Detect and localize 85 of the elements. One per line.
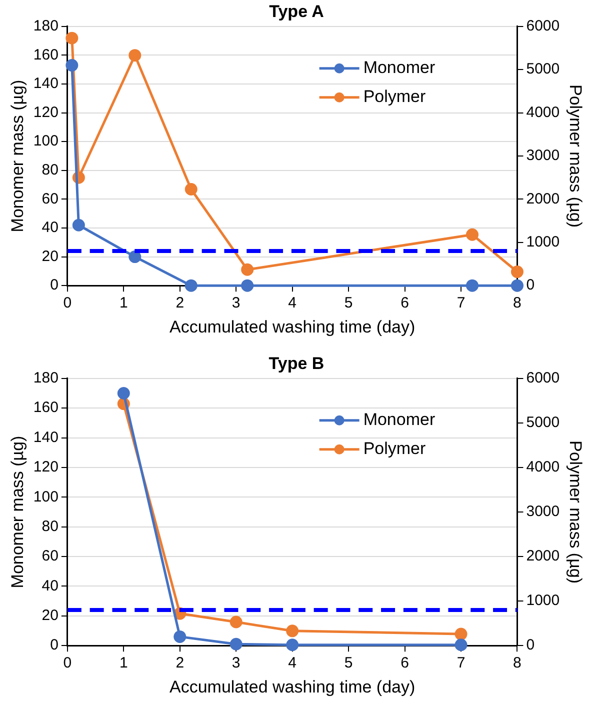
legend-label: Monomer [363, 410, 436, 430]
y-axis-title: Monomer mass (µg) [8, 80, 27, 232]
legend-label: Monomer [363, 58, 436, 78]
y-tick-label: 140 [33, 428, 58, 446]
y2-tick-label: 6000 [526, 370, 560, 387]
point [230, 638, 242, 650]
x-tick-label: 4 [288, 294, 296, 312]
point [454, 638, 468, 652]
x-tick-label: 3 [232, 294, 240, 312]
x-axis-title: Accumulated washing time (day) [169, 317, 416, 336]
x-tick-label: 1 [119, 654, 128, 672]
y-tick-label: 140 [33, 75, 58, 92]
x-tick-label: 0 [63, 294, 72, 312]
point [454, 628, 468, 640]
y2-tick-label: 3000 [526, 503, 560, 520]
point [66, 59, 78, 72]
x-tick-label: 2 [176, 294, 184, 312]
point [510, 266, 524, 278]
y-tick-label: 60 [42, 548, 58, 565]
y-tick-label: 80 [42, 162, 58, 179]
y2-tick-label: 4000 [526, 458, 560, 476]
y-tick-label: 120 [33, 104, 58, 121]
x-tick-label: 0 [63, 654, 72, 672]
y2-tick-label: 1000 [526, 592, 560, 610]
point [466, 279, 478, 292]
x-tick-label: 7 [456, 294, 466, 312]
point [66, 32, 78, 44]
y2-tick-label: 1000 [526, 234, 560, 251]
chart-title: Type B [268, 354, 324, 373]
y-tick-label: 100 [33, 488, 58, 506]
y-axis-title: Monomer mass (µg) [8, 436, 27, 588]
point [286, 638, 299, 652]
y-tick-label: 160 [33, 399, 58, 416]
x-tick-label: 6 [400, 294, 409, 312]
point [128, 250, 142, 264]
y-tick-label: 120 [33, 458, 58, 476]
point [510, 279, 524, 292]
x-tick-label: 8 [513, 294, 522, 312]
y-tick-label: 20 [42, 607, 58, 624]
x-tick-label: 1 [119, 294, 128, 312]
y2-tick-label: 2000 [526, 190, 560, 208]
x-tick-label: 3 [232, 654, 240, 672]
y-tick-label: 160 [33, 46, 58, 64]
y-tick-label: 40 [42, 577, 58, 594]
x-axis-title: Accumulated washing time (day) [169, 677, 416, 696]
point [184, 183, 198, 196]
y2-tick-label: 4000 [526, 104, 560, 121]
chart-title: Type A [269, 2, 324, 21]
x-tick-label: 6 [400, 654, 409, 672]
point [72, 218, 85, 232]
y-tick-label: 0 [50, 276, 58, 294]
point [128, 49, 142, 62]
y-tick-label: 0 [50, 636, 58, 654]
y-tick-label: 80 [42, 518, 58, 535]
point [184, 279, 198, 292]
y2-tick-label: 0 [526, 636, 535, 654]
y2-tick-label: 6000 [526, 18, 560, 35]
legend-label: Polymer [363, 439, 426, 458]
y2-axis-title: Polymer mass (µg) [566, 84, 586, 228]
y2-tick-label: 5000 [526, 414, 560, 432]
y2-tick-label: 3000 [526, 147, 560, 164]
x-tick-label: 7 [456, 654, 466, 672]
x-tick-label: 2 [176, 654, 184, 672]
y-tick-label: 60 [42, 190, 58, 208]
y2-tick-label: 2000 [526, 548, 560, 565]
x-tick-label: 5 [344, 294, 353, 312]
y-tick-label: 20 [42, 248, 58, 265]
legend-label: Polymer [363, 87, 426, 106]
y-tick-label: 40 [42, 219, 58, 236]
y-tick-label: 180 [33, 370, 58, 387]
point [286, 624, 299, 638]
point [241, 279, 254, 292]
x-tick-label: 4 [288, 654, 296, 672]
point [117, 386, 130, 400]
point [241, 263, 254, 276]
x-tick-label: 8 [513, 654, 522, 672]
y2-tick-label: 0 [526, 276, 535, 294]
y2-axis-title: Polymer mass (µg) [566, 440, 586, 584]
y-tick-label: 180 [33, 18, 58, 35]
point [174, 630, 186, 643]
point [230, 616, 242, 628]
y2-tick-label: 5000 [526, 60, 560, 78]
point [466, 228, 478, 241]
y-tick-label: 100 [33, 132, 58, 150]
x-tick-label: 5 [344, 654, 353, 672]
